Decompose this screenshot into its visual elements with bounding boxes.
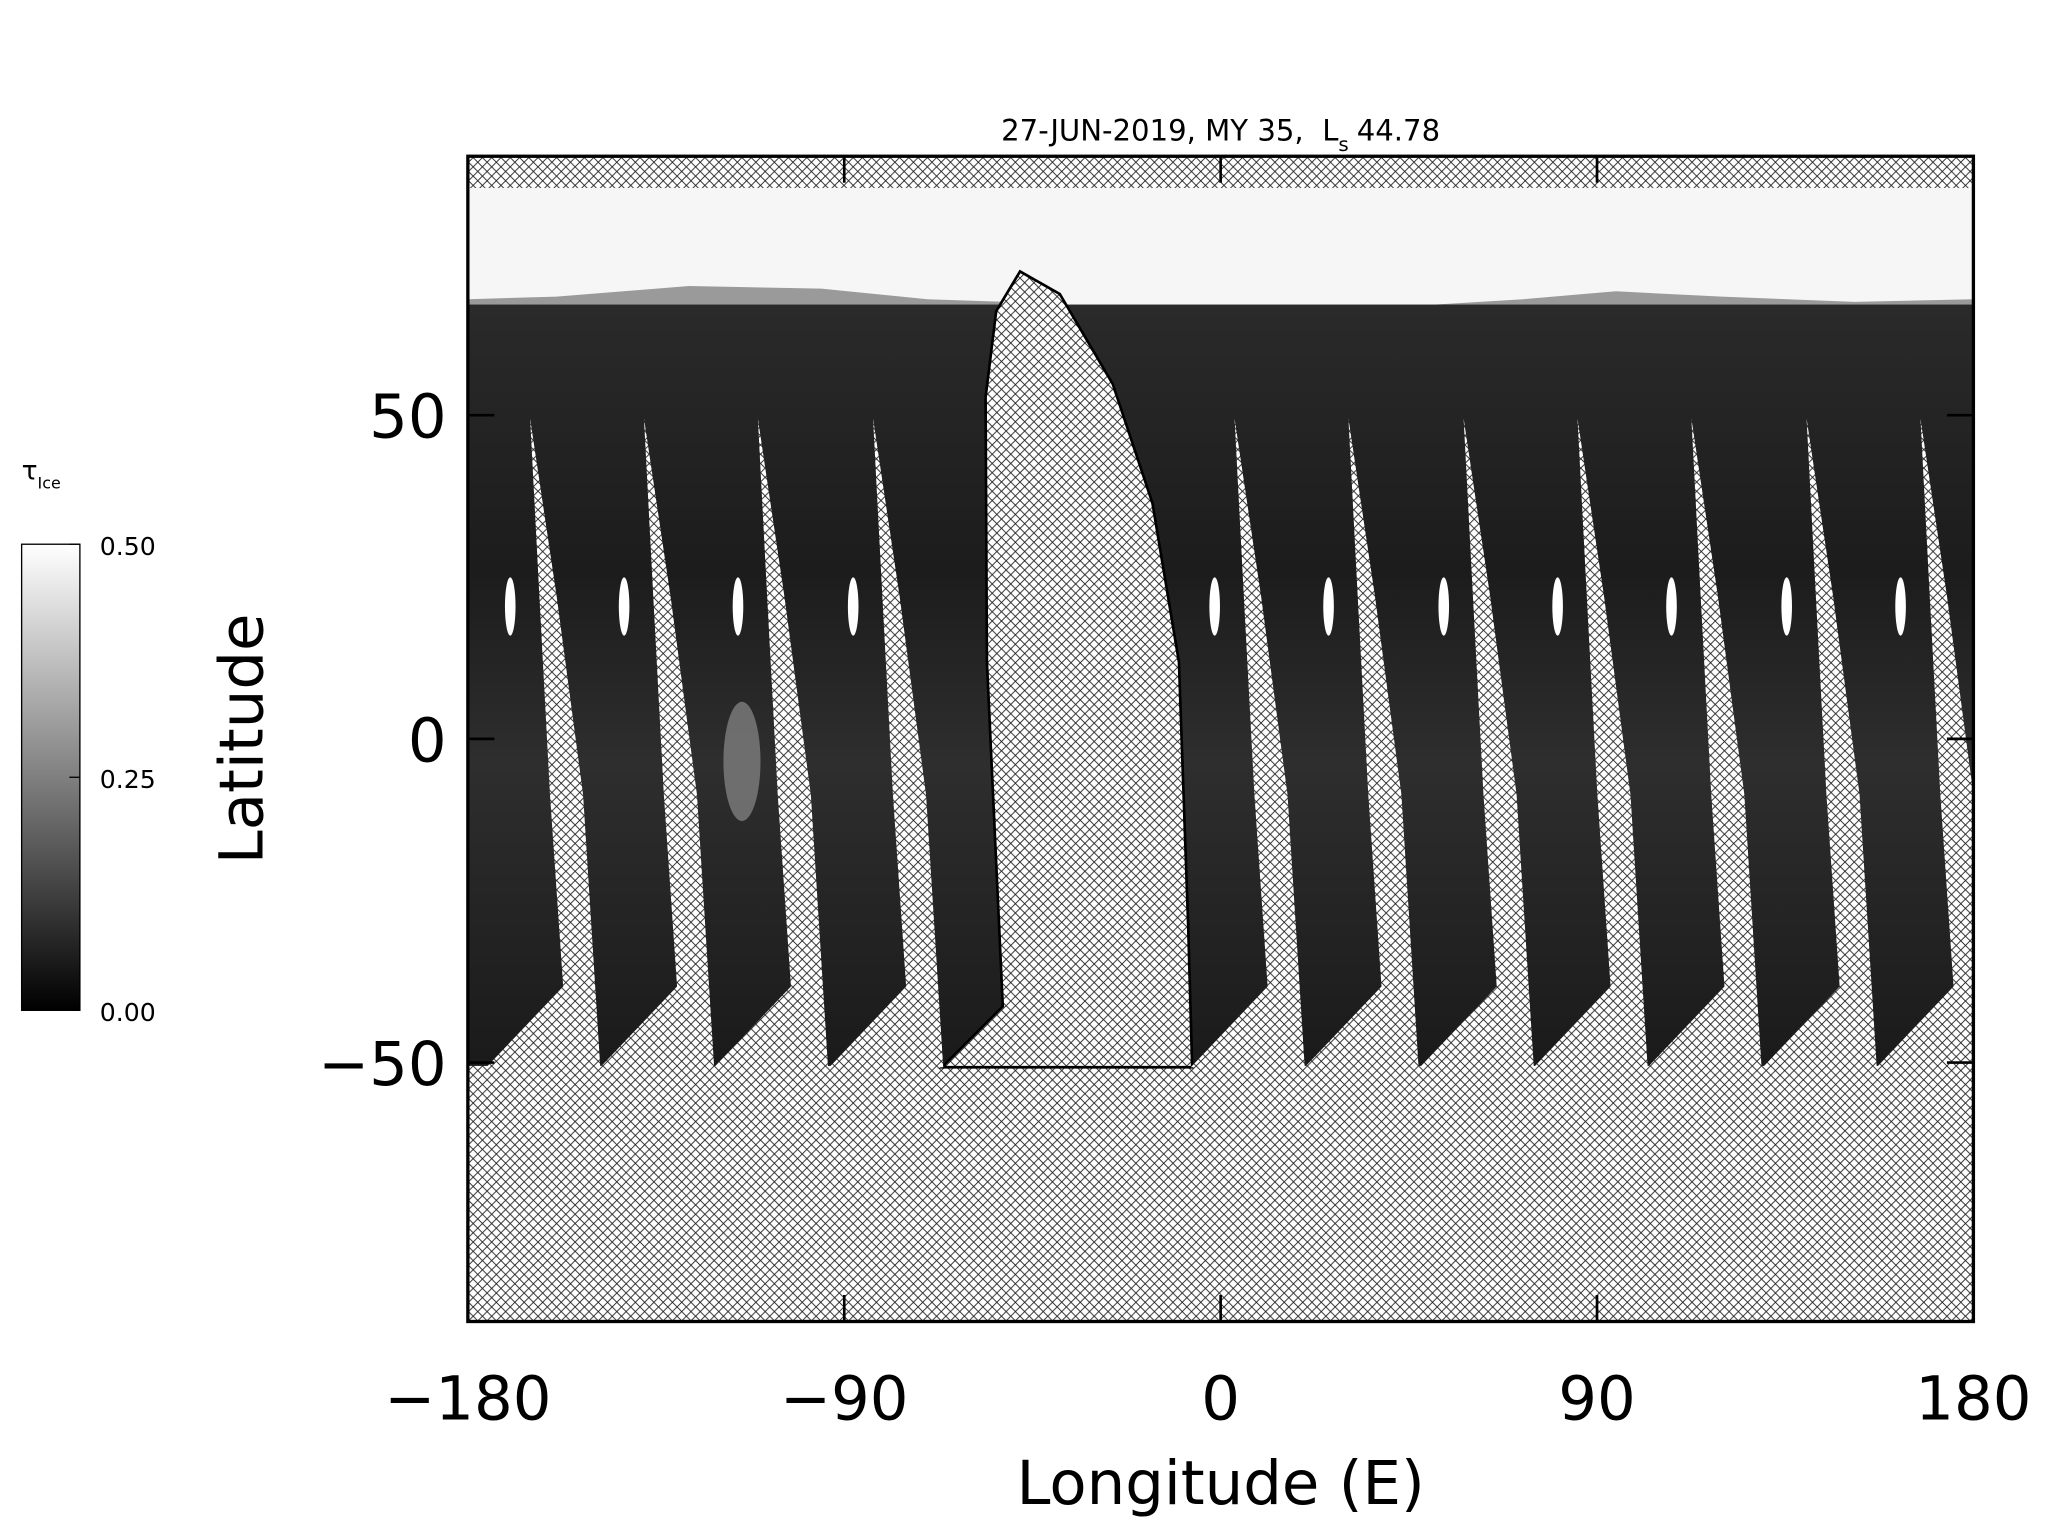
no-data-hole: [1552, 577, 1563, 636]
title-ls-symbol: L: [1322, 113, 1339, 147]
colorbar-tick-label: 0.00: [100, 998, 156, 1027]
x-tick-label: −180: [384, 1363, 551, 1434]
chart-title: 27-JUN-2019, MY 35, Ls 44.78: [1001, 113, 1440, 156]
polar-edge: [467, 286, 1974, 321]
no-data-hatch: [467, 1065, 1974, 1322]
no-data-gap: [714, 418, 829, 1068]
colorbar: 0.00 0.25 0.50 τIce: [20, 455, 156, 1027]
no-data-hole: [1666, 577, 1677, 636]
title-date: 27-JUN-2019, MY 35,: [1001, 113, 1304, 147]
no-data-hole: [1323, 577, 1334, 636]
no-data-hole: [1781, 577, 1792, 636]
x-tick-label: 90: [1558, 1363, 1636, 1434]
colorbar-label-subscript: Ice: [38, 474, 61, 493]
no-data-gap: [600, 418, 715, 1068]
no-data-gap: [1762, 418, 1877, 1068]
y-tick-label: 50: [369, 382, 447, 453]
no-data-gap: [1533, 418, 1648, 1068]
y-axis-label: Latitude: [207, 614, 278, 865]
no-data-hole: [847, 577, 859, 636]
no-data-hole: [504, 577, 516, 636]
no-data-gap: [1647, 418, 1762, 1068]
colorbar-tick-label: 0.25: [100, 765, 156, 794]
no-data-gap: [1419, 418, 1534, 1068]
no-data-gap: [486, 418, 601, 1068]
colorbar-label: τIce: [22, 455, 61, 492]
no-data-hole: [1438, 577, 1450, 636]
y-tick-label: −50: [318, 1029, 447, 1100]
no-data-gap: [1190, 418, 1305, 1068]
no-data-hole: [618, 577, 630, 636]
no-data-hole: [732, 577, 744, 636]
colorbar-label-symbol: τ: [22, 455, 38, 486]
x-tick-label: 0: [1201, 1363, 1240, 1434]
no-data-gap: [1304, 418, 1419, 1068]
no-data-hole: [1895, 577, 1906, 636]
colorbar-tick-label: 0.50: [100, 532, 156, 561]
x-axis-label: Longitude (E): [1016, 1448, 1424, 1519]
no-data-hole: [1209, 577, 1220, 636]
bright-patch: [723, 701, 761, 821]
map-image: [467, 156, 1974, 1322]
title-ls-subscript: s: [1338, 133, 1348, 156]
no-data-gap: [829, 418, 944, 1068]
x-tick-label: −90: [780, 1363, 909, 1434]
y-tick-label: 0: [408, 705, 447, 776]
no-data-gap: [1876, 418, 1974, 1068]
title-ls-value: 44.78: [1357, 113, 1440, 147]
x-tick-label: 180: [1915, 1363, 2031, 1434]
